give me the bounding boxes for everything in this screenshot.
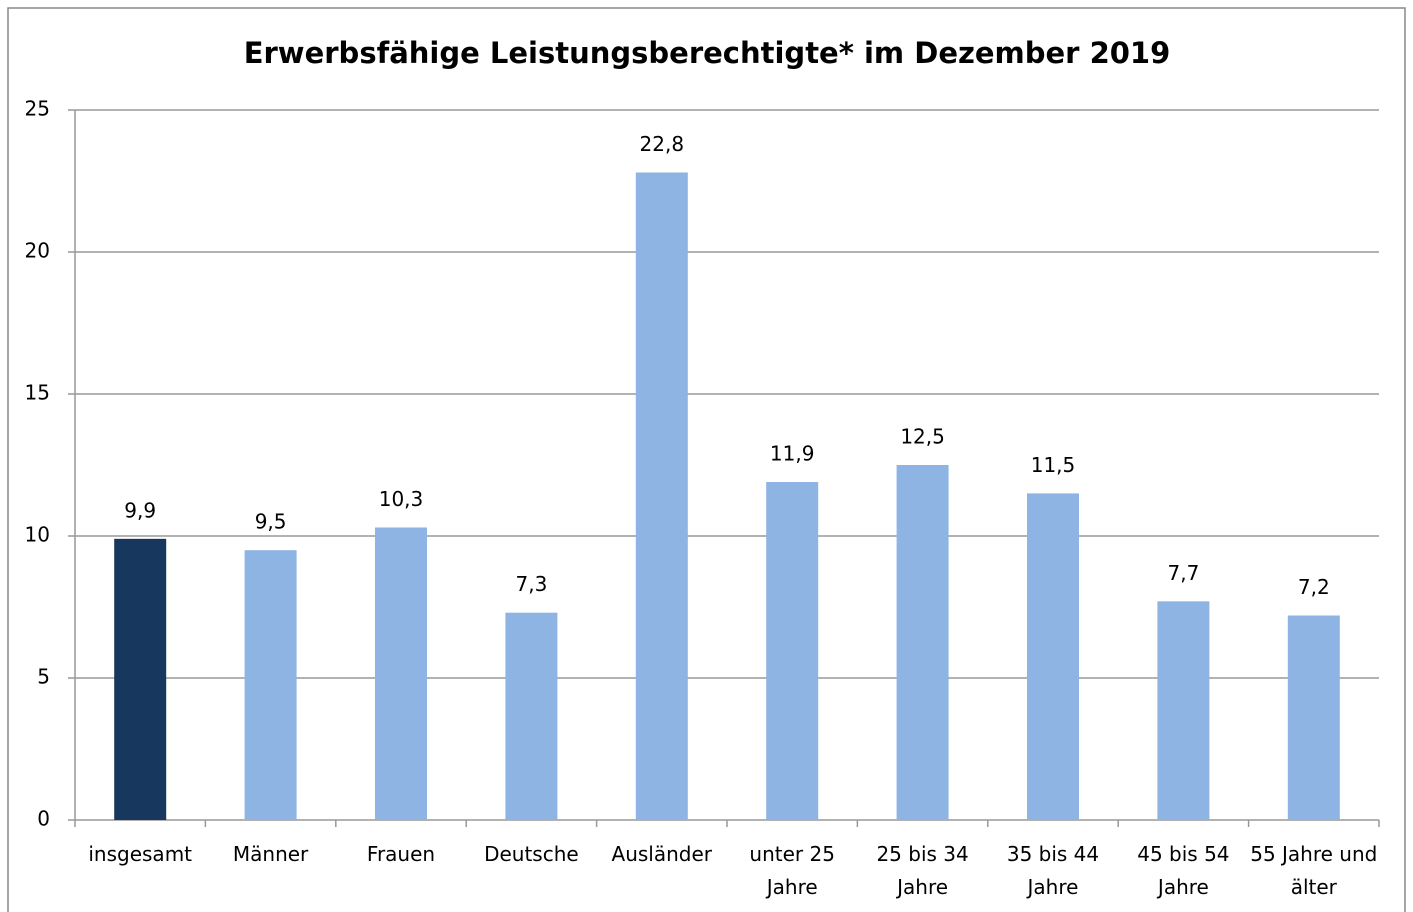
bar [505, 612, 558, 820]
x-tick-label: 45 bis 54 Jahre [1137, 842, 1230, 899]
bar [375, 527, 427, 820]
bar [896, 465, 949, 820]
x-tick-label: Männer [232, 842, 309, 866]
chart-border [7, 7, 1406, 912]
bar [114, 538, 167, 820]
x-tick-label: 55 Jahre und älter [1250, 842, 1378, 899]
y-tick-label: 0 [37, 807, 50, 831]
data-label: 7,7 [1167, 561, 1199, 585]
y-tick-label: 5 [37, 665, 50, 689]
x-tick-label: 25 bis 34 Jahre [876, 842, 969, 899]
bar [1287, 615, 1340, 820]
data-label: 12,5 [900, 425, 945, 449]
data-label: 9,5 [255, 510, 287, 534]
y-tick-label: 20 [25, 239, 50, 263]
data-label: 22,8 [640, 132, 685, 156]
data-label: 7,3 [515, 572, 547, 596]
data-label: 11,9 [770, 442, 815, 466]
x-tick-label: unter 25 Jahre [749, 842, 835, 899]
bar [1027, 493, 1079, 820]
x-tick-label: Deutsche [484, 842, 579, 866]
data-label: 9,9 [124, 498, 156, 522]
x-tick-label: insgesamt [88, 842, 193, 866]
bar [766, 482, 819, 820]
bar [244, 550, 297, 820]
x-tick-label: Ausländer [611, 842, 713, 866]
y-tick-label: 25 [25, 97, 50, 121]
data-label: 11,5 [1031, 453, 1076, 477]
bar [1157, 601, 1210, 820]
y-tick-label: 15 [25, 381, 50, 405]
y-tick-label: 10 [25, 523, 50, 547]
chart-title: Erwerbsfähige Leistungsberechtigte* im D… [244, 36, 1171, 70]
data-label: 7,2 [1298, 575, 1330, 599]
data-label: 10,3 [379, 487, 424, 511]
bar [635, 172, 688, 821]
x-tick-label: 35 bis 44 Jahre [1006, 842, 1100, 899]
x-tick-label: Frauen [366, 842, 436, 866]
